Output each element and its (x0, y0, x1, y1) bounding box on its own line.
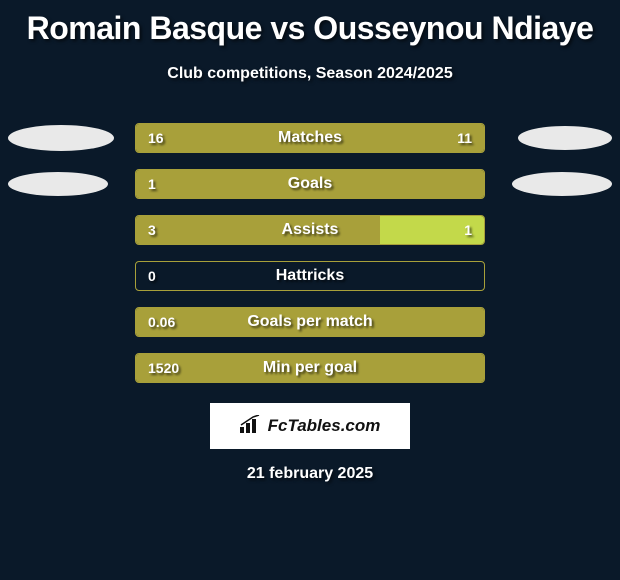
update-date: 21 february 2025 (0, 465, 620, 483)
stat-row: 1Goals (0, 161, 620, 207)
stat-row: 1611Matches (0, 115, 620, 161)
stat-row: 0.06Goals per match (0, 299, 620, 345)
bar-right-fill (380, 216, 484, 244)
page-title: Romain Basque vs Ousseynou Ndiaye (0, 0, 620, 47)
bar-left-fill (136, 354, 484, 382)
logo-box: FcTables.com (210, 403, 410, 449)
stat-row: 1520Min per goal (0, 345, 620, 391)
player-right-ellipse (512, 172, 612, 196)
chart-icon (240, 415, 262, 438)
player-left-ellipse (8, 125, 114, 151)
player-right-ellipse (518, 126, 612, 150)
stat-bar: 0Hattricks (135, 261, 485, 291)
stat-bar: 1Goals (135, 169, 485, 199)
stat-value-left: 0 (148, 262, 156, 290)
stat-row: 31Assists (0, 207, 620, 253)
comparison-chart: 1611Matches 1Goals 31Assists 0Hattricks 0.06… (0, 115, 620, 391)
bar-left-fill (136, 170, 484, 198)
player-left-ellipse (8, 172, 108, 196)
stat-bar: 0.06Goals per match (135, 307, 485, 337)
stat-label: Hattricks (136, 262, 484, 290)
logo-text: FcTables.com (268, 416, 381, 436)
page-subtitle: Club competitions, Season 2024/2025 (0, 65, 620, 83)
bar-left-fill (136, 216, 380, 244)
stat-bar: 1611Matches (135, 123, 485, 153)
stat-bar: 31Assists (135, 215, 485, 245)
bar-left-fill (136, 308, 484, 336)
bar-left-fill (136, 124, 484, 152)
stat-row: 0Hattricks (0, 253, 620, 299)
stat-bar: 1520Min per goal (135, 353, 485, 383)
